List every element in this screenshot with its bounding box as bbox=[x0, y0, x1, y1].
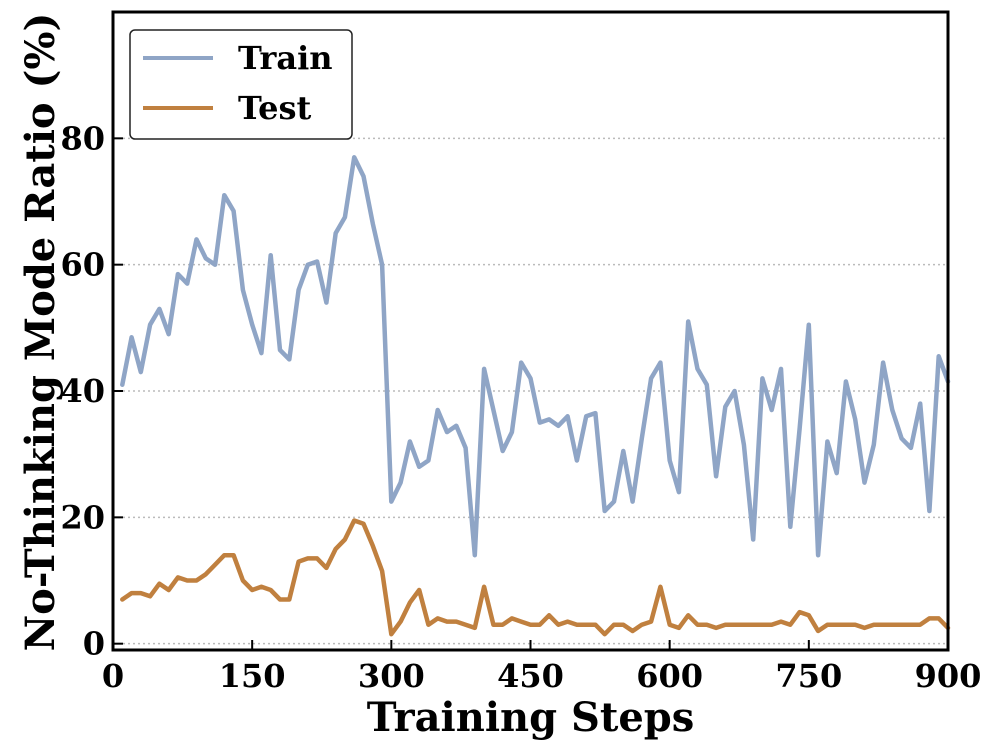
legend-label-train: Train bbox=[238, 39, 333, 77]
x-axis-title: Training Steps bbox=[367, 694, 695, 741]
y-axis-title: No-Thinking Mode Ratio (%) bbox=[17, 13, 64, 652]
y-tick-label: 60 bbox=[60, 246, 105, 284]
x-tick-label: 150 bbox=[219, 657, 286, 695]
series-line-test bbox=[120, 518, 951, 637]
y-tick-label: 20 bbox=[60, 498, 105, 536]
y-tick-label: 40 bbox=[60, 372, 105, 410]
y-tick-label: 80 bbox=[60, 119, 105, 157]
x-tick-label: 0 bbox=[102, 657, 124, 695]
x-tick-label: 300 bbox=[358, 657, 425, 695]
x-tick-label: 450 bbox=[497, 657, 564, 695]
x-tick-label: 750 bbox=[775, 657, 842, 695]
x-tick-label: 900 bbox=[915, 657, 982, 695]
legend: Train Test bbox=[129, 29, 353, 140]
y-tick-label: 0 bbox=[83, 625, 105, 663]
legend-label-test: Test bbox=[238, 89, 312, 127]
series-lines bbox=[120, 155, 951, 637]
series-line-train bbox=[120, 155, 951, 558]
axis-ticks: 0 20 40 60 80 0 150 300 450 600 750 900 bbox=[60, 119, 981, 695]
x-tick-label: 600 bbox=[636, 657, 703, 695]
